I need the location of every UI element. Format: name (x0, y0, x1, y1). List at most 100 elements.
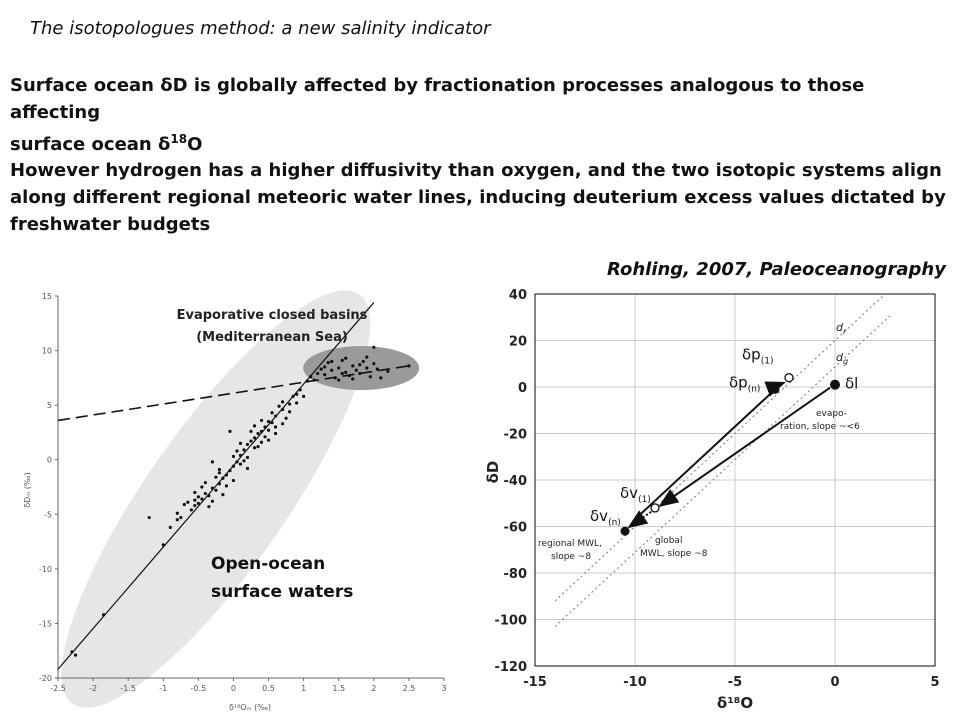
label-delta-v1-main: δv (620, 484, 638, 502)
data-point (302, 394, 306, 399)
data-point (231, 454, 236, 459)
data-point (259, 418, 264, 423)
data-point (266, 428, 271, 432)
citation: Rohling, 2007, Paleoceanography (607, 259, 946, 280)
data-point (358, 371, 362, 376)
paragraph-1-line-1: Surface ocean δD is globally affected by… (10, 75, 865, 123)
data-point (252, 436, 257, 440)
data-point (200, 497, 204, 501)
dr-label-main: d (836, 321, 844, 334)
v-distillation-arrow (627, 510, 652, 529)
data-point (386, 369, 390, 373)
evaporation-arrow (658, 386, 831, 508)
label-delta-vn: δv(n) (590, 507, 621, 528)
data-point (298, 388, 302, 392)
data-point (337, 378, 341, 382)
label-delta-v1: δv(1) (620, 484, 651, 505)
global-mwl-line (554, 314, 892, 627)
paragraph-2: However hydrogen has a higher diffusivit… (10, 157, 950, 238)
y-tick-label: 40 (509, 288, 527, 303)
data-point (259, 440, 264, 444)
plot-frame (534, 293, 936, 667)
label-delta-pn: δp(n) (729, 373, 760, 394)
slide-title: The isotopologues method: a new salinity… (30, 18, 491, 39)
data-point (288, 410, 292, 414)
evaporation-label-2: ration, slope ~<6 (780, 422, 860, 432)
label-delta-pn-main: δp (729, 373, 748, 391)
x-tick-label: 2.5 (403, 684, 416, 693)
global-mwl-label-1: global (655, 536, 682, 546)
data-point (238, 441, 243, 445)
data-point (372, 345, 376, 349)
data-point (312, 378, 316, 382)
y-tick-label: 20 (509, 335, 527, 350)
y-tick-label: -20 (504, 428, 528, 443)
regional-mwl-label-2: slope ~8 (551, 552, 591, 562)
data-point (365, 355, 369, 359)
y-tick-label: 0 (518, 381, 527, 396)
data-point (193, 498, 197, 502)
data-point (277, 404, 281, 408)
regional-mwl-line (554, 293, 886, 602)
label-delta-p1-sub: (1) (761, 357, 774, 367)
data-point (361, 359, 365, 364)
data-point (231, 464, 236, 468)
y-tick-label: -60 (504, 521, 528, 536)
data-point (347, 374, 351, 378)
x-tick-label: -10 (623, 675, 647, 690)
point-delta-pn (770, 384, 780, 394)
data-point (365, 366, 369, 370)
y-tick-label: -5 (44, 510, 52, 519)
label-delta-vn-sub: (n) (608, 518, 621, 528)
x-tick-label: -1 (159, 684, 167, 693)
data-point (280, 400, 285, 404)
data-point (238, 462, 243, 466)
y-tick-label: 10 (42, 347, 52, 356)
data-point (291, 394, 295, 399)
data-point (245, 466, 250, 471)
data-point (407, 364, 411, 368)
y-tick-label: -15 (39, 619, 52, 628)
y-tick-label: -80 (504, 567, 528, 582)
p-distillation-arrow (764, 381, 786, 397)
paragraph-2-line-3: freshwater budgets (10, 214, 211, 235)
y-tick-label: -100 (494, 614, 527, 629)
dg-label-sub: g (843, 357, 848, 366)
data-point (196, 495, 200, 499)
data-point (217, 471, 222, 475)
data-point (288, 402, 292, 406)
data-point (221, 493, 225, 497)
data-point (295, 401, 299, 405)
data-point (235, 460, 239, 464)
point-delta-v1 (650, 503, 660, 513)
x-tick-label: -15 (523, 675, 547, 690)
data-point (358, 363, 362, 367)
data-point (203, 481, 207, 485)
label-delta-vn-main: δv (590, 507, 608, 525)
data-point (273, 414, 278, 418)
data-point (203, 491, 207, 496)
evaporation-label-1: evapo- (816, 409, 847, 419)
data-point (70, 650, 74, 654)
x-tick-label: 5 (930, 675, 939, 690)
global-mwl-label-2: MWL, slope ~8 (640, 549, 708, 559)
paragraph-1-superscript: 18 (170, 132, 188, 146)
data-point (263, 425, 267, 429)
data-point (309, 375, 313, 379)
y-tick-label: 5 (47, 401, 52, 410)
paragraph-2-line-2: along different regional meteoric water … (10, 187, 946, 208)
data-point (217, 482, 222, 486)
data-point (340, 371, 344, 376)
x-tick-label: 0 (830, 675, 839, 690)
point-delta-l (830, 379, 840, 390)
data-point (273, 431, 278, 436)
surface-waters-label: surface waters (211, 582, 353, 602)
data-point (242, 448, 246, 452)
paragraph-2-line-1: However hydrogen has a higher diffusivit… (10, 160, 942, 181)
data-point (316, 371, 320, 376)
data-point (217, 467, 222, 472)
data-point (168, 525, 172, 529)
data-point (323, 372, 327, 377)
data-point (252, 424, 257, 428)
data-point (280, 422, 285, 426)
